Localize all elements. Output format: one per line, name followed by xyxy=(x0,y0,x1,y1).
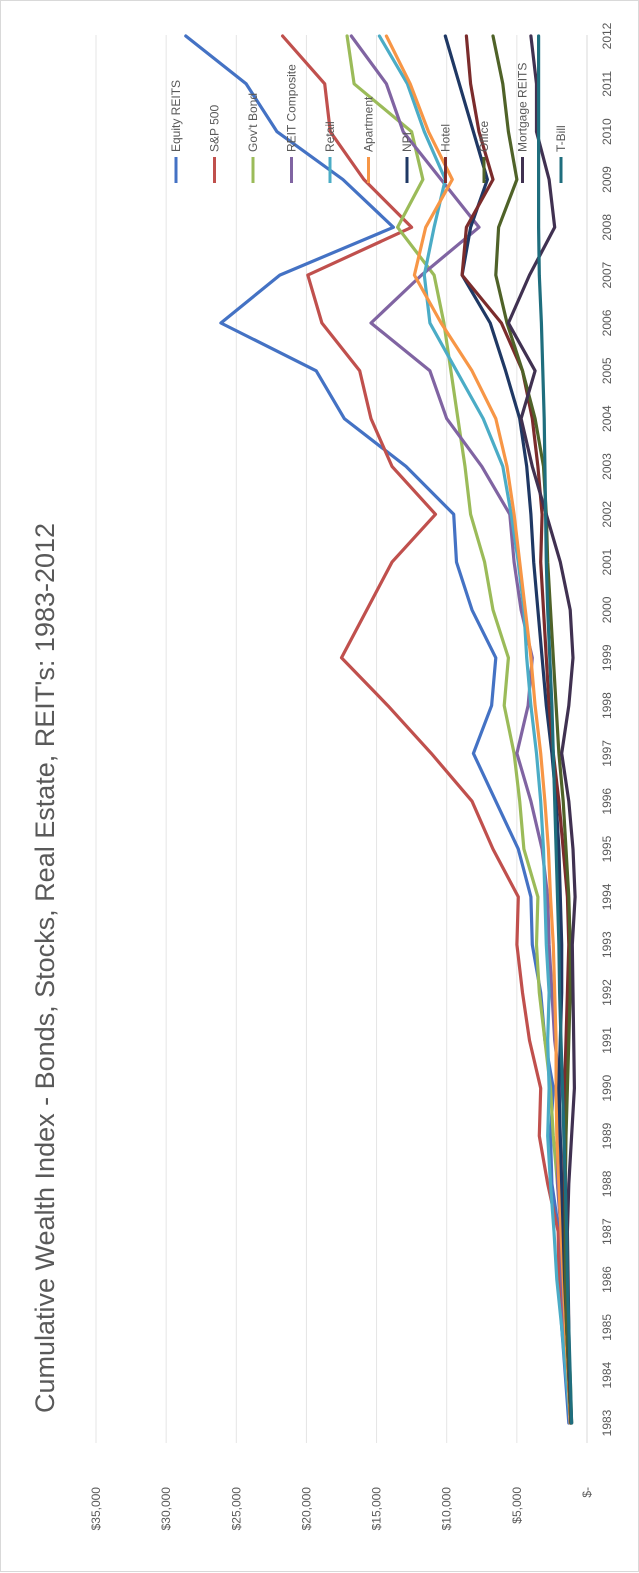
series-lines xyxy=(184,34,577,1425)
x-tick-label: 2002 xyxy=(600,501,614,528)
y-tick-label: $30,000 xyxy=(159,1487,173,1531)
series-line-apartment xyxy=(384,34,572,1425)
x-tick-label: 1987 xyxy=(600,1218,614,1245)
legend-label: REIT Composite xyxy=(285,64,299,152)
x-tick-label: 1994 xyxy=(600,883,614,910)
x-tick-label: 2003 xyxy=(600,453,614,480)
x-tick-label: 1995 xyxy=(600,835,614,862)
y-tick-label: $25,000 xyxy=(229,1487,243,1531)
legend-label: NPI xyxy=(400,132,414,152)
series-line-equity-reits xyxy=(184,34,571,1425)
x-tick-label: 2011 xyxy=(600,71,614,97)
x-tick-label: 1984 xyxy=(600,1362,614,1389)
x-axis-tick-labels: 1983 1984 1985 1986 1987 1988 1989 1990 1991 1992… xyxy=(600,22,614,1436)
x-tick-label: 1997 xyxy=(600,740,614,767)
series-line-t-bill xyxy=(536,34,574,1425)
legend-label: S&P 500 xyxy=(208,105,222,152)
x-tick-label: 1998 xyxy=(600,692,614,719)
x-tick-label: 2010 xyxy=(600,118,614,145)
x-tick-label: 2001 xyxy=(600,548,614,575)
y-tick-label: $10,000 xyxy=(440,1487,454,1531)
series-line-retail xyxy=(377,34,572,1425)
x-tick-label: 1988 xyxy=(600,1170,614,1197)
gridlines xyxy=(95,35,588,1443)
x-tick-label: 1999 xyxy=(600,644,614,671)
x-tick-label: 1993 xyxy=(600,931,614,958)
y-tick-label: $15,000 xyxy=(370,1487,384,1531)
x-tick-label: 2006 xyxy=(600,309,614,336)
legend-label: Equity REITS xyxy=(169,80,183,152)
y-tick-label: $20,000 xyxy=(299,1487,313,1531)
y-axis-tick-labels: $- $5,000 $10,000 $15,000 $20,000 $25,000 $30,… xyxy=(89,1487,594,1531)
x-tick-label: 1986 xyxy=(600,1266,614,1293)
x-tick-label: 2012 xyxy=(600,22,614,49)
x-tick-label: 2007 xyxy=(600,261,614,288)
series-line-mortgage-reits xyxy=(506,34,577,1425)
series-line-s-p-500 xyxy=(281,34,572,1425)
y-tick-label: $- xyxy=(580,1487,594,1498)
x-tick-label: 1996 xyxy=(600,788,614,815)
x-tick-label: 1983 xyxy=(600,1409,614,1436)
legend: Equity REITS S&P 500 Gov't Bond REIT Compos… xyxy=(169,63,568,183)
legend-label: T-Bill xyxy=(554,125,568,152)
legend-label: Office xyxy=(477,121,491,152)
x-tick-label: 1985 xyxy=(600,1314,614,1341)
x-tick-label: 1989 xyxy=(600,1122,614,1149)
x-tick-label: 2004 xyxy=(600,405,614,432)
x-tick-label: 1990 xyxy=(600,1075,614,1102)
chart-title: Cumulative Wealth Index - Bonds, Stocks,… xyxy=(30,523,60,1413)
legend-label: Mortgage REITS xyxy=(516,63,530,152)
legend-label: Apartment xyxy=(362,96,376,152)
x-tick-label: 2009 xyxy=(600,166,614,193)
legend-label: Hotel xyxy=(439,124,453,152)
y-tick-label: $5,000 xyxy=(510,1487,524,1524)
x-tick-label: 2005 xyxy=(600,357,614,384)
x-tick-label: 2008 xyxy=(600,214,614,241)
x-tick-label: 1991 xyxy=(600,1027,614,1054)
x-tick-label: 2000 xyxy=(600,596,614,623)
y-tick-label: $35,000 xyxy=(89,1487,103,1531)
legend-label: Gov't Bond xyxy=(246,93,260,152)
legend-label: Retail xyxy=(323,121,337,152)
x-tick-label: 1992 xyxy=(600,979,614,1006)
